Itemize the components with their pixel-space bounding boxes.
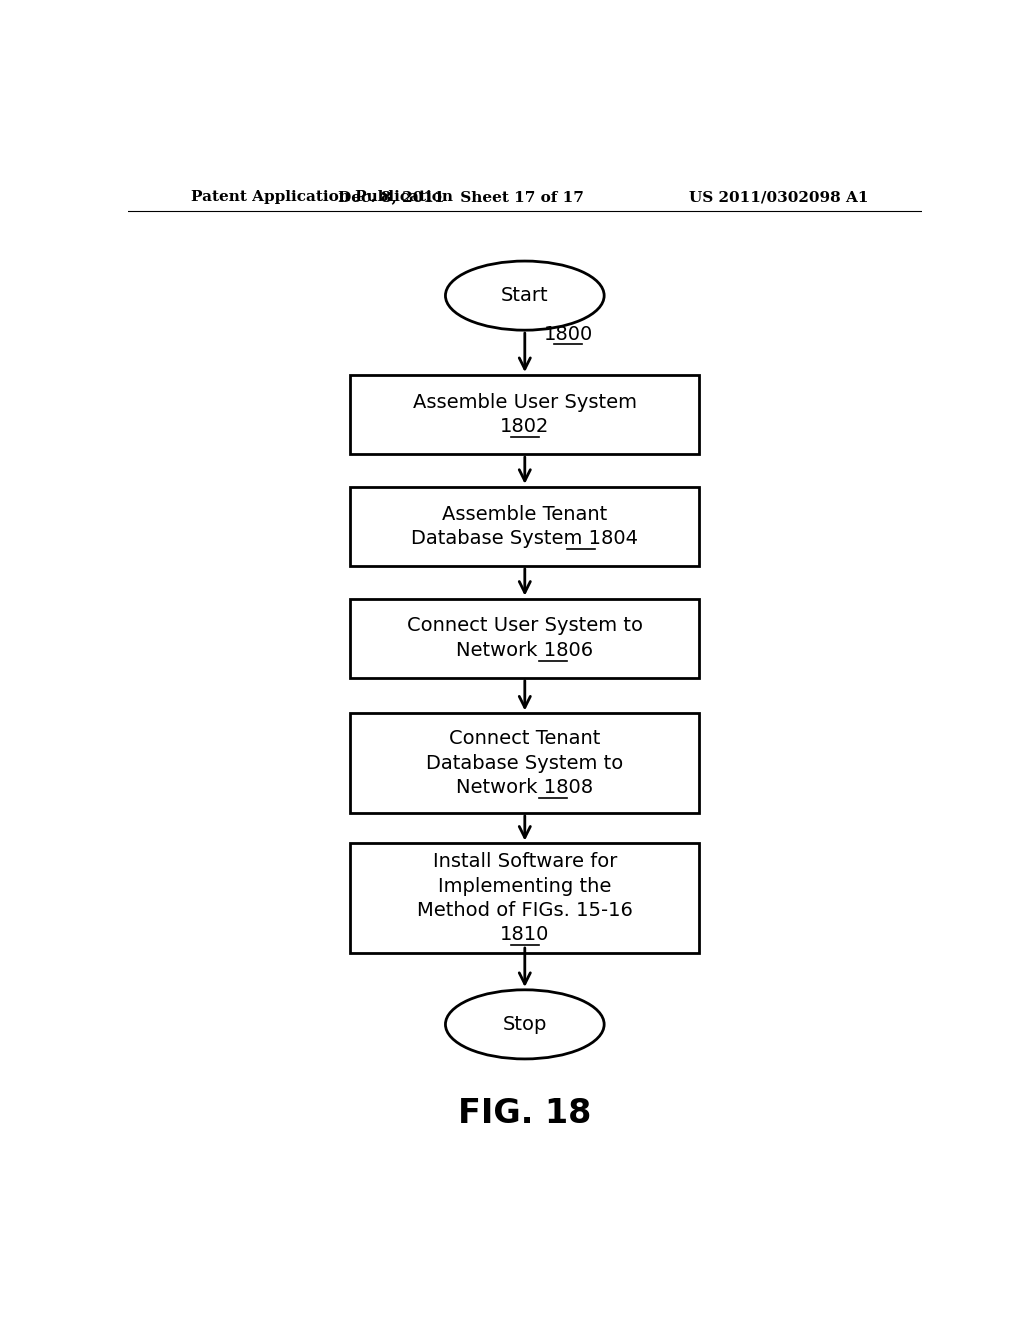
Text: 1800: 1800 [544, 325, 593, 343]
Text: Method of FIGs. 15-16: Method of FIGs. 15-16 [417, 902, 633, 920]
Text: 1810: 1810 [500, 925, 550, 944]
Text: Database System to: Database System to [426, 754, 624, 772]
Text: FIG. 18: FIG. 18 [458, 1097, 592, 1130]
Text: Network 1808: Network 1808 [457, 777, 593, 797]
Text: Stop: Stop [503, 1015, 547, 1034]
Text: Start: Start [501, 286, 549, 305]
Text: Network 1806: Network 1806 [457, 640, 593, 660]
Text: Database System 1804: Database System 1804 [412, 529, 638, 548]
Text: 1802: 1802 [500, 417, 550, 436]
Text: Install Software for: Install Software for [432, 853, 617, 871]
Text: Assemble Tenant: Assemble Tenant [442, 504, 607, 524]
Text: Connect User System to: Connect User System to [407, 616, 643, 635]
Text: Assemble User System: Assemble User System [413, 393, 637, 412]
Text: US 2011/0302098 A1: US 2011/0302098 A1 [689, 190, 868, 205]
Text: Dec. 8, 2011   Sheet 17 of 17: Dec. 8, 2011 Sheet 17 of 17 [338, 190, 585, 205]
Text: Patent Application Publication: Patent Application Publication [191, 190, 454, 205]
Text: Connect Tenant: Connect Tenant [450, 729, 600, 748]
Text: Implementing the: Implementing the [438, 876, 611, 896]
